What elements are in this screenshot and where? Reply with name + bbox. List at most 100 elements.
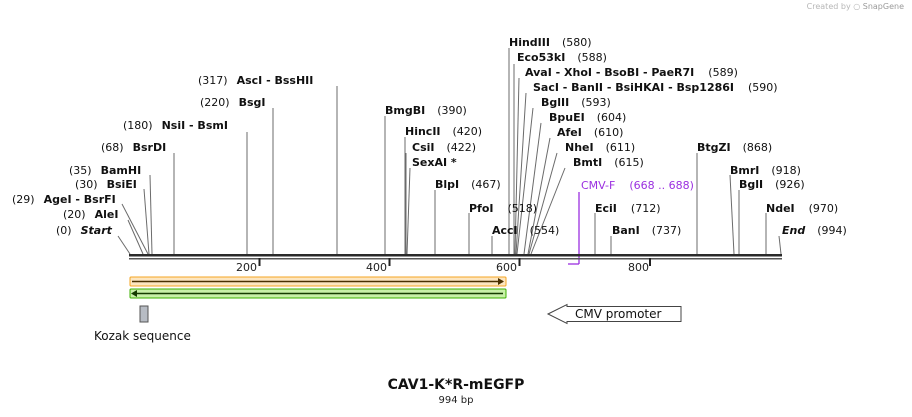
site-acci[interactable]: AccI (554) [492, 224, 559, 237]
site-name: BglII [541, 96, 569, 109]
site-start[interactable]: (0) Start [56, 224, 113, 237]
site-bsiei[interactable]: (30) BsiEI [75, 178, 137, 191]
leader-saci [515, 92, 527, 255]
leader-afei [527, 137, 551, 255]
site-pos: (68) [101, 141, 124, 154]
leader-end [778, 235, 782, 255]
leader-bmri [729, 174, 735, 255]
site-pos: (604) [597, 111, 627, 124]
site-pos: (918) [771, 164, 801, 177]
site-alei[interactable]: (20) AleI [63, 208, 118, 221]
site-pos: (590) [748, 81, 778, 94]
site-afei[interactable]: AfeI (610) [557, 126, 623, 139]
site-saci-banii-bsihkai-bsp1286i[interactable]: SacI - BanII - BsiHKAI - Bsp1286I (590) [533, 81, 778, 94]
site-pos: (467) [471, 178, 501, 191]
ruler-label-800: 800 [628, 261, 649, 274]
site-name: NheI [565, 141, 594, 154]
site-pos: (615) [614, 156, 644, 169]
green-feature-reverse[interactable] [129, 288, 507, 299]
site-bmti[interactable]: BmtI (615) [573, 156, 644, 169]
site-blpi[interactable]: BlpI (467) [435, 178, 501, 191]
leader-avai [514, 77, 520, 255]
site-pos: (580) [562, 36, 592, 49]
site-bmgbi[interactable]: BmgBI (390) [385, 104, 467, 117]
primer-cmv-f-label[interactable]: CMV-F (668 .. 688) [581, 179, 694, 192]
kozak-feature[interactable] [139, 305, 149, 323]
leader-nhei [528, 152, 558, 255]
site-name: BanI [612, 224, 640, 237]
orf-feature-forward[interactable] [129, 276, 507, 287]
site-eco53ki[interactable]: Eco53kI (588) [517, 51, 607, 64]
site-ndei[interactable]: NdeI (970) [766, 202, 838, 215]
site-name: BsgI [239, 96, 266, 109]
snapgene-logo-icon: ○ [853, 2, 861, 11]
site-name: SacI - BanII - BsiHKAI - Bsp1286I [533, 81, 734, 94]
site-pos: (20) [63, 208, 86, 221]
site-name: BglI [739, 178, 763, 191]
leader-bamhi [149, 174, 153, 255]
site-pos: (712) [631, 202, 661, 215]
green-arrowhead-icon [131, 290, 137, 297]
cmv-promoter-label: CMV promoter [575, 307, 662, 321]
site-name: NdeI [766, 202, 795, 215]
site-name: BamHI [101, 164, 142, 177]
site-pos: (317) [198, 74, 228, 87]
site-bsgi[interactable]: (220) BsgI [200, 96, 266, 109]
leader-bglii [516, 107, 534, 255]
site-pfoi[interactable]: PfoI (518) [469, 202, 537, 215]
site-avai-xhoi-bsobi-paer7i[interactable]: AvaI - XhoI - BsoBI - PaeR7I (589) [525, 66, 738, 79]
leader-start [117, 235, 131, 255]
cmv-promoter-feature[interactable] [546, 303, 682, 325]
leader-agei [121, 203, 149, 255]
snapgene-credit: Created by ○ SnapGene [807, 2, 904, 11]
site-ecii[interactable]: EciI (712) [595, 202, 661, 215]
primer-cmv-f-marker[interactable] [568, 192, 580, 265]
site-name: End [782, 224, 805, 237]
site-name: PfoI [469, 202, 494, 215]
site-bgli[interactable]: BglI (926) [739, 178, 805, 191]
site-name: BmtI [573, 156, 602, 169]
site-nhei[interactable]: NheI (611) [565, 141, 635, 154]
site-pos: (737) [652, 224, 682, 237]
site-pos: (420) [453, 125, 483, 138]
site-name: BsiEI [107, 178, 137, 191]
leader-bmti [530, 167, 566, 255]
ruler-label-400: 400 [366, 261, 387, 274]
site-pos: (588) [577, 51, 607, 64]
ruler-label-200: 200 [236, 261, 257, 274]
site-nsii-bsmi[interactable]: (180) NsiI - BsmI [123, 119, 228, 132]
site-bpuei[interactable]: BpuEI (604) [549, 111, 626, 124]
site-pos: (593) [581, 96, 611, 109]
site-bsrdi[interactable]: (68) BsrDI [101, 141, 166, 154]
site-agei-bsrfi[interactable]: (29) AgeI - BsrFI [12, 193, 116, 206]
site-asci-bsshii[interactable]: (317) AscI - BssHII [198, 74, 313, 87]
site-name: SexAI * [412, 156, 457, 169]
site-name: Start [81, 224, 113, 237]
site-bani[interactable]: BanI (737) [612, 224, 681, 237]
site-name: BmgBI [385, 104, 425, 117]
site-bmri[interactable]: BmrI (918) [730, 164, 801, 177]
site-bamhi[interactable]: (35) BamHI [69, 164, 141, 177]
site-sexai[interactable]: SexAI * [412, 156, 457, 169]
leader-bsiei [143, 188, 150, 255]
site-pos: (926) [775, 178, 805, 191]
leader-sexai [406, 167, 411, 255]
site-name: AgeI - BsrFI [44, 193, 116, 206]
site-name: BsrDI [133, 141, 167, 154]
site-pos: (554) [530, 224, 560, 237]
site-pos: (390) [437, 104, 467, 117]
backbone[interactable] [129, 254, 782, 260]
site-pos: (994) [817, 224, 847, 237]
leader-bpuei [523, 122, 542, 255]
site-end[interactable]: End (994) [782, 224, 847, 237]
site-btgzi[interactable]: BtgZI (868) [697, 141, 772, 154]
site-pos: (29) [12, 193, 35, 206]
site-hindiii[interactable]: HindIII (580) [509, 36, 592, 49]
site-pos: (970) [809, 202, 839, 215]
site-pos: (422) [446, 141, 476, 154]
site-name: BtgZI [697, 141, 731, 154]
site-name: AfeI [557, 126, 582, 139]
site-bglii[interactable]: BglII (593) [541, 96, 611, 109]
site-csii[interactable]: CsiI (422) [412, 141, 476, 154]
site-hincii[interactable]: HincII (420) [405, 125, 482, 138]
